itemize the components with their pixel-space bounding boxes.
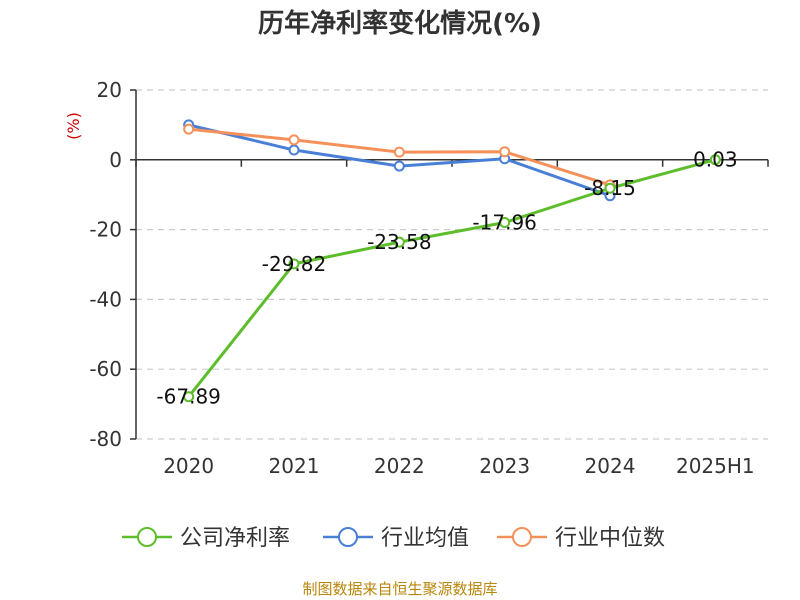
series-point: [183, 391, 195, 403]
data-labels: -67.89 -29.82 -23.58 -17.96 -8.15 0.03: [156, 148, 737, 409]
series-point: [393, 236, 405, 248]
y-tick-label: -60: [89, 357, 122, 381]
grid-lines: [136, 89, 768, 440]
series-point: [499, 216, 511, 228]
legend-marker: [137, 527, 157, 547]
series-point: [499, 146, 511, 158]
legend-item[interactable]: 行业中位数: [497, 526, 665, 551]
legend-item[interactable]: 行业均值: [323, 526, 469, 551]
y-tick-label: 20: [97, 78, 122, 102]
y-tick-label: -20: [89, 218, 122, 242]
data-label: 0.03: [693, 148, 738, 172]
series-point: [709, 154, 721, 166]
legend-label: 行业中位数: [555, 526, 665, 551]
data-label: -29.82: [262, 252, 326, 276]
series-lines: [183, 119, 721, 403]
series-point: [288, 134, 300, 146]
chart-title: 历年净利率变化情况(%): [258, 8, 542, 39]
legend-label: 行业均值: [381, 526, 469, 551]
data-label: -23.58: [367, 230, 431, 254]
y-tick-label: -80: [89, 427, 122, 451]
legend-label: 公司净利率: [180, 526, 290, 551]
legend-marker: [512, 527, 532, 547]
x-tick-label: 2022: [374, 454, 425, 478]
y-tick-label: -40: [89, 287, 122, 311]
series-point: [288, 144, 300, 156]
x-tick-label: 2025H1: [676, 454, 755, 478]
y-axis-label: (%): [64, 112, 83, 140]
x-tick-label: 2021: [269, 454, 320, 478]
series-point: [393, 160, 405, 172]
data-label: -17.96: [472, 210, 536, 234]
legend-item[interactable]: 公司净利率: [122, 526, 290, 551]
legend-marker: [338, 527, 358, 547]
source-note: 制图数据来自恒生聚源数据库: [302, 580, 497, 598]
series-line: [187, 158, 716, 398]
series-point: [288, 258, 300, 270]
series-point: [183, 123, 195, 135]
x-tick-label: 2020: [163, 454, 214, 478]
y-tick-label: 0: [109, 148, 122, 172]
legend[interactable]: 公司净利率 行业均值 行业中位数: [122, 526, 665, 551]
x-tick-label: 2024: [585, 454, 636, 478]
data-label: -8.15: [584, 176, 636, 200]
data-label: -67.89: [156, 385, 220, 409]
series-point: [393, 146, 405, 158]
x-tick-label: 2023: [479, 454, 530, 478]
axes: 20 0 -20 -40 -60 -80 2020 2021 2022 2023 2024 2025H…: [89, 78, 769, 478]
series-point: [604, 182, 616, 194]
